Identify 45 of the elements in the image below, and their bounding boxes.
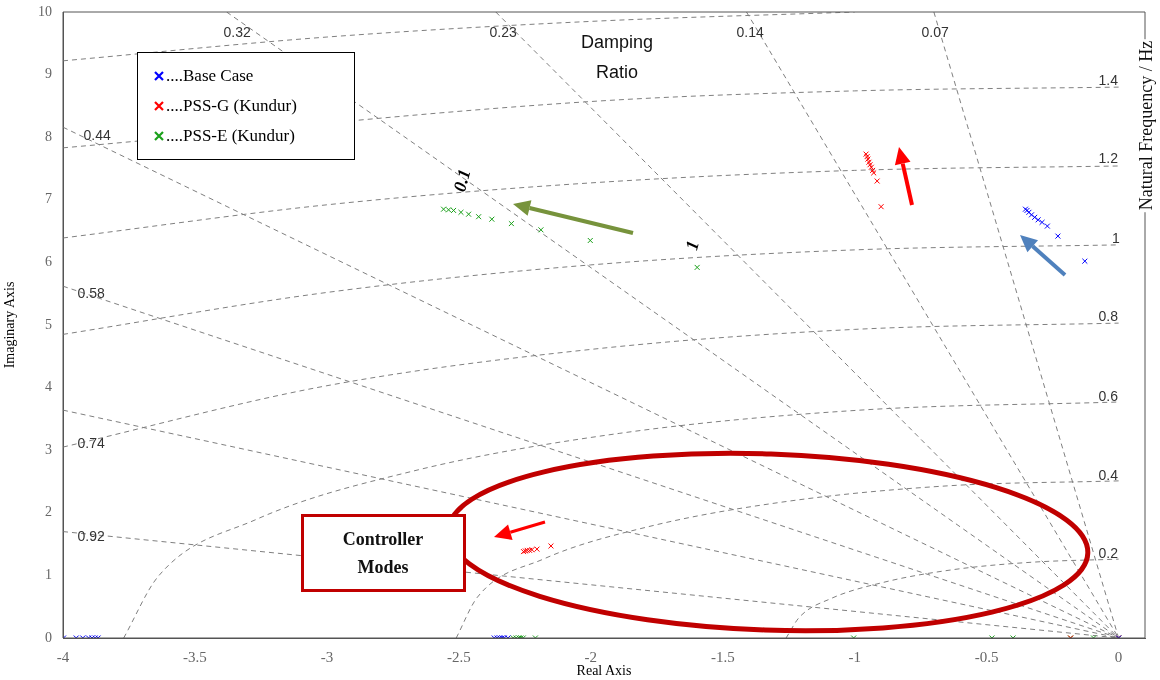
annotation: 0.32 xyxy=(223,24,251,40)
x-tick-label: -2.5 xyxy=(446,648,471,665)
y-tick-label: 5 xyxy=(45,316,52,332)
y-tick-label: 6 xyxy=(45,254,52,270)
x-tick-label: -4 xyxy=(56,648,70,665)
annotation: 0.07 xyxy=(921,24,949,40)
annotation: 0.58 xyxy=(77,285,105,301)
annotation: Natural Frequency / Hz xyxy=(1135,38,1157,212)
y-tick-label: 0 xyxy=(45,629,52,645)
legend-label: ....PSS-G (Kundur) xyxy=(166,96,297,116)
annotation: 0.1 xyxy=(448,166,475,194)
x-tick-label: -2 xyxy=(584,648,598,665)
annotation: 0.74 xyxy=(77,435,105,451)
y-tick-label: 9 xyxy=(45,66,52,82)
x-tick-label: -1 xyxy=(848,648,861,665)
legend-label: ....Base Case xyxy=(166,66,254,86)
annotation: Damping Ratio xyxy=(579,31,654,84)
x-tick-label: -1.5 xyxy=(710,648,735,665)
y-tick-label: 3 xyxy=(45,441,52,457)
annotation: 0.14 xyxy=(736,24,764,40)
annotation: 0.2 xyxy=(1098,545,1118,561)
x-tick-label: -3.5 xyxy=(183,648,207,665)
callout-box: Controller Modes xyxy=(300,514,466,592)
annotation: 0.23 xyxy=(489,24,517,40)
legend-label: ....PSS-E (Kundur) xyxy=(166,126,295,146)
y-tick-label: 2 xyxy=(45,504,52,520)
annotation: 0.44 xyxy=(83,127,111,143)
annotation: 1.4 xyxy=(1098,72,1118,88)
annotation: 1 xyxy=(680,237,704,253)
annotation: 0.92 xyxy=(77,528,105,544)
annotation: 1.2 xyxy=(1098,150,1118,166)
y-tick-label: 7 xyxy=(45,191,52,207)
annotation: 0.4 xyxy=(1098,467,1118,483)
x-axis-title: Real Axis xyxy=(576,663,632,679)
y-tick-label: 4 xyxy=(45,379,52,395)
x-tick-label: -3 xyxy=(320,648,334,665)
annotation: 0.6 xyxy=(1098,388,1118,404)
annotation: 1 xyxy=(1112,230,1120,246)
y-tick-label: 1 xyxy=(45,567,52,583)
y-tick-label: 8 xyxy=(45,128,52,144)
y-tick-label: 10 xyxy=(38,3,52,19)
y-axis-title: Imaginary Axis xyxy=(2,281,18,369)
annotation: 0.8 xyxy=(1098,308,1118,324)
x-tick-label: 0 xyxy=(1114,648,1123,665)
x-tick-label: -0.5 xyxy=(974,648,999,665)
